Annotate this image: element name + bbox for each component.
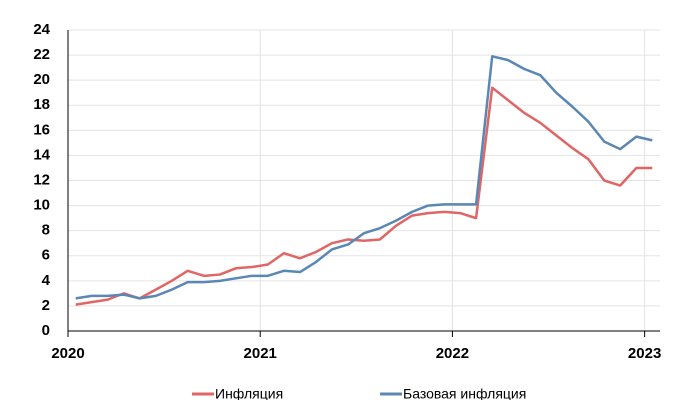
y-tick-label: 22 — [33, 46, 50, 63]
series-line — [75, 55, 653, 300]
y-tick-label: 2 — [42, 297, 50, 314]
x-tick-label: 2021 — [244, 345, 277, 362]
x-tick-label: 2023 — [628, 345, 661, 362]
y-tick-label: 4 — [42, 272, 51, 289]
y-tick-label: 12 — [33, 171, 50, 188]
y-tick-label: 8 — [42, 222, 50, 239]
legend-label: Инфляция — [215, 386, 283, 400]
y-tick-label: 10 — [33, 197, 50, 214]
x-tick-label: 2020 — [51, 345, 84, 362]
y-tick-label: 16 — [33, 121, 50, 138]
y-tick-label: 14 — [33, 146, 50, 163]
y-tick-label: 24 — [33, 21, 50, 38]
y-tick-label: 20 — [33, 71, 50, 88]
y-tick-label: 18 — [33, 96, 50, 113]
x-tick-label: 2022 — [436, 345, 469, 362]
legend-label: Базовая инфляция — [403, 386, 526, 400]
series-line — [75, 86, 653, 306]
y-tick-label: 0 — [42, 322, 50, 339]
y-tick-label: 6 — [42, 247, 50, 264]
